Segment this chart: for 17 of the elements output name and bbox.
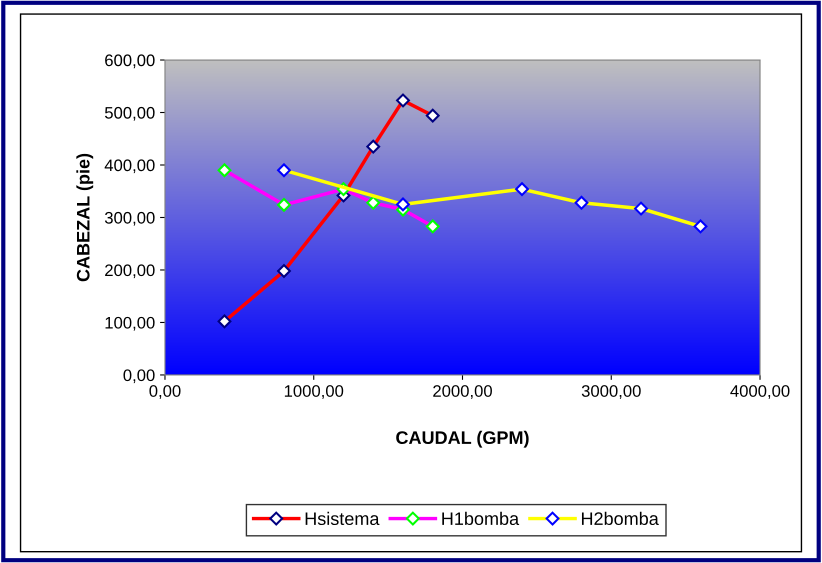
y-tick-label: 500,00 — [104, 106, 155, 121]
y-tick-label: 100,00 — [106, 316, 155, 331]
y-tick-label: 200,00 — [105, 264, 155, 278]
y-axis-title: CABEZAL (pie) — [76, 154, 94, 282]
x-tick-label: 1000,00 — [284, 385, 344, 399]
x-tick-label: 0,00 — [149, 385, 181, 399]
x-axis-title: CAUDAL (GPM) — [396, 430, 529, 448]
x-tick-label: 4000,00 — [730, 385, 790, 399]
y-tick-label: 600,00 — [105, 54, 155, 68]
y-tick-label: 400,00 — [104, 159, 155, 174]
x-tick-label: 3000,00 — [582, 385, 641, 399]
legend-label: H2bomba — [582, 512, 659, 526]
x-tick-label: 2000,00 — [433, 385, 492, 399]
legend-label: Hsistema — [306, 512, 380, 526]
y-tick-label: 300,00 — [104, 212, 155, 226]
legend-label: H1bomba — [442, 512, 520, 526]
y-tick-label: 0,00 — [123, 369, 155, 384]
